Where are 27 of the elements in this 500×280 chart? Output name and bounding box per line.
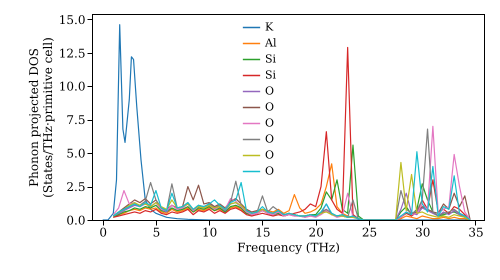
legend-label: O <box>265 84 274 98</box>
x-tick-label: 15 <box>255 226 271 240</box>
y-tick-label: 2.5 <box>66 180 86 194</box>
legend-label: O <box>265 164 274 178</box>
y-tick-label: 7.5 <box>66 113 86 128</box>
legend-label: Si <box>265 68 277 82</box>
legend-label: Si <box>265 52 277 66</box>
x-tick-label: 35 <box>468 226 484 240</box>
y-tick-label: 0.0 <box>66 214 86 228</box>
x-tick-label: 25 <box>362 226 378 240</box>
legend-label: O <box>265 148 274 162</box>
legend-label: O <box>265 116 274 130</box>
y-axis-title: Phonon projected DOS (States/THz·primitive cell) <box>26 37 55 198</box>
y-tick-label: 15.0 <box>58 12 86 27</box>
y-tick-label: 5.0 <box>66 146 86 161</box>
x-tick-label: 30 <box>415 226 430 240</box>
x-tick-label: 10 <box>202 226 218 240</box>
x-tick-label: 5 <box>152 226 160 240</box>
x-tick-label: 20 <box>308 226 324 240</box>
x-axis-title: Frequency (THz) <box>237 240 340 254</box>
x-tick-label: 0 <box>99 226 107 240</box>
legend-label: Al <box>264 36 277 50</box>
legend-label: O <box>265 100 274 114</box>
y-tick-label: 10.0 <box>58 80 86 94</box>
y-tick-label: 12.5 <box>58 46 86 60</box>
legend-label: O <box>265 132 274 146</box>
legend-label: K <box>265 20 274 34</box>
